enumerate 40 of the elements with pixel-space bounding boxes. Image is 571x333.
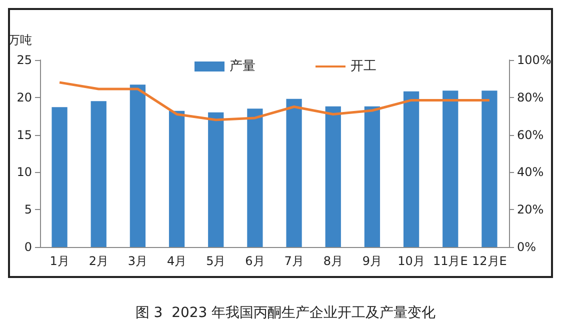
bar — [442, 90, 458, 247]
bar — [286, 98, 302, 247]
bar — [130, 84, 146, 247]
x-tick-label: 2月 — [88, 254, 108, 268]
x-tick-label: 8月 — [323, 254, 343, 268]
bar — [168, 110, 185, 247]
bar — [208, 112, 224, 247]
x-tick-label: 1月 — [50, 254, 70, 268]
x-tick-label: 10月 — [398, 254, 425, 268]
legend-label: 开工 — [350, 59, 376, 74]
y-tick-label: 25 — [16, 53, 32, 67]
x-tick-label: 5月 — [206, 254, 226, 268]
x-tick-label: 9月 — [362, 254, 382, 268]
bar — [403, 91, 420, 247]
x-tick-label: 6月 — [245, 254, 265, 268]
x-tick-label: 3月 — [128, 254, 148, 268]
y-tick-label: 5 — [24, 202, 32, 217]
y2-tick-label: 100% — [517, 53, 552, 67]
y2-tick-label: 60% — [517, 128, 544, 142]
y2-tick-label: 20% — [517, 202, 544, 217]
bar — [52, 107, 68, 247]
y-tick-label: 10 — [16, 165, 32, 180]
bar — [325, 106, 341, 247]
x-tick-label: 11月E — [432, 254, 468, 268]
bar — [90, 101, 106, 247]
y2-tick-label: 80% — [517, 90, 544, 104]
bar — [364, 106, 380, 247]
y2-tick-label: 0% — [517, 240, 536, 254]
text: 图 3 2023 年我国丙酮生产企业开工及产量变化 — [135, 305, 436, 321]
y-tick-label: 15 — [16, 128, 32, 142]
bar — [482, 90, 498, 247]
y-tick-label: 0 — [24, 240, 32, 254]
y2-tick-label: 40% — [517, 165, 544, 180]
bar — [247, 108, 263, 247]
x-tick-label: 12月E — [472, 254, 507, 268]
x-tick-label: 4月 — [166, 254, 187, 268]
y-tick-label: 20 — [16, 90, 32, 104]
legend-label: 产量 — [230, 59, 256, 74]
line-series — [58, 81, 491, 122]
x-tick-label: 7月 — [284, 254, 304, 268]
